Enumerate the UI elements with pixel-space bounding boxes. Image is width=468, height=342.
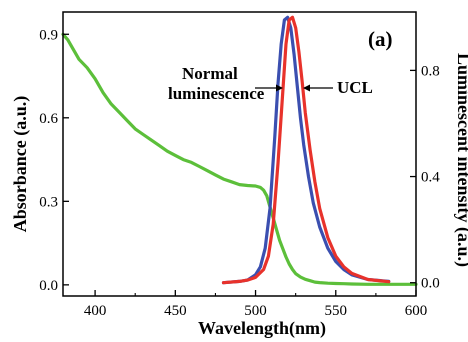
left-axis-title: Absorbance (a.u.) — [10, 96, 31, 233]
x-tick-label: 550 — [325, 303, 348, 319]
x-tick-label: 400 — [84, 303, 107, 319]
annotation-normal-line1: Normal — [182, 64, 238, 83]
left-tick-label: 0.6 — [39, 111, 58, 127]
series-line-ucl — [221, 15, 391, 285]
right-tick-label: 0.0 — [421, 276, 440, 292]
axes-layer: 400 450 500 550 600 0.0 0.3 0.6 0.9 0.0 0.4 0.8 — [39, 27, 440, 319]
series-line-normal-luminescence — [221, 15, 391, 285]
annotation-ucl-arrowhead — [303, 84, 310, 92]
left-tick-label: 0.3 — [39, 194, 58, 210]
left-tick-label: 0.0 — [39, 278, 58, 294]
x-tick-label: 600 — [405, 303, 428, 319]
series-layer — [61, 15, 418, 286]
x-tick-label: 450 — [164, 303, 187, 319]
x-tick-label: 500 — [244, 303, 267, 319]
x-axis-title: Wavelength(nm) — [198, 318, 326, 339]
series-line-absorbance — [61, 32, 418, 286]
plot-frame — [62, 11, 417, 297]
annotation-normal-line2: luminescence — [168, 84, 265, 103]
panel-label: (a) — [368, 27, 393, 51]
right-tick-label: 0.4 — [421, 170, 440, 186]
annotation-ucl: UCL — [337, 78, 373, 97]
annotation-normal-arrowhead — [276, 84, 283, 92]
right-axis-title: Luminescent intensity (a.u.) — [453, 53, 468, 267]
left-tick-label: 0.9 — [39, 27, 58, 43]
right-tick-label: 0.8 — [421, 63, 440, 79]
